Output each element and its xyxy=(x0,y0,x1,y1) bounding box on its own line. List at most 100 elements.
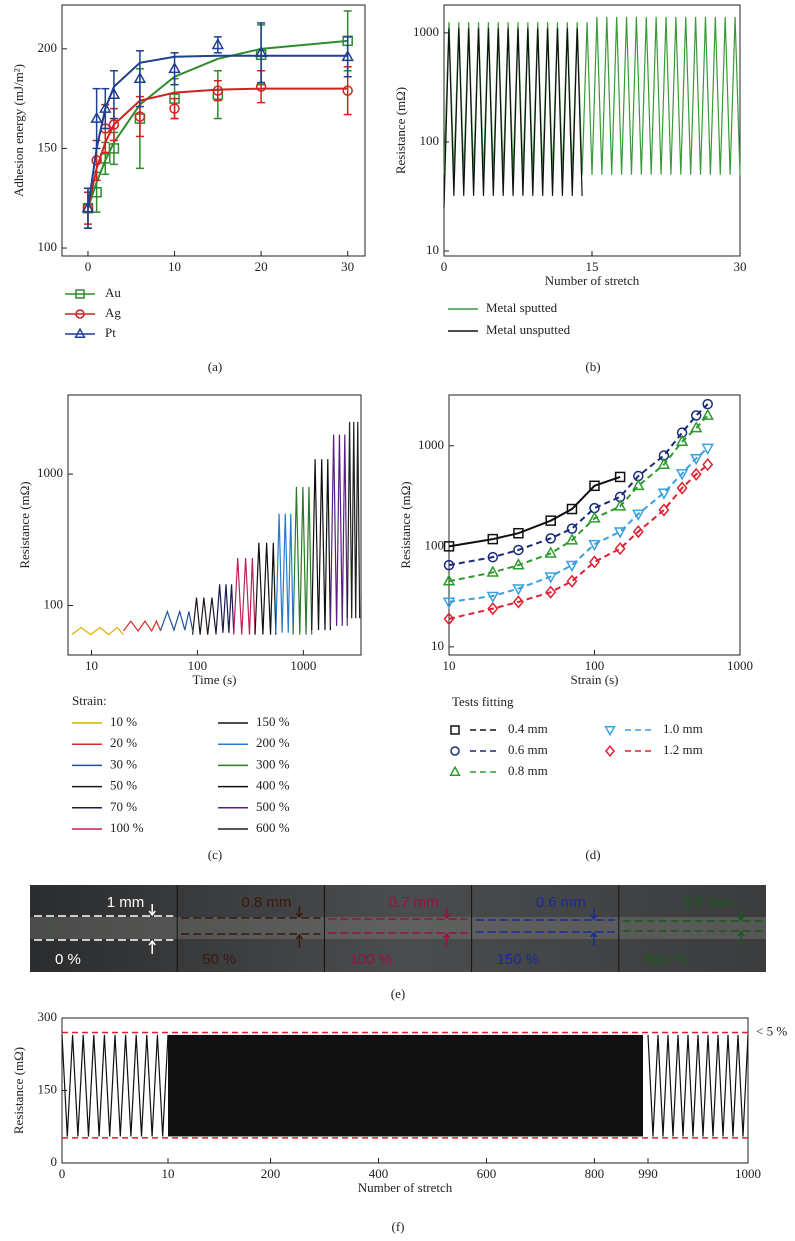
x-tick-label: 1000 xyxy=(727,658,753,673)
x-tick-label: 10 xyxy=(85,658,98,673)
y-tick-label: 300 xyxy=(38,1009,58,1024)
legend-label: 150 % xyxy=(256,714,290,729)
marker xyxy=(486,565,500,577)
legend-label: 70 % xyxy=(110,799,137,814)
y-axis-label: Adhesion energy (mJ/m²) xyxy=(11,64,26,197)
series-line xyxy=(233,557,256,635)
width-label: 0.8 mm xyxy=(241,894,291,911)
panel-caption: (c) xyxy=(208,847,222,862)
legend-label: 300 % xyxy=(256,756,290,771)
series-line xyxy=(275,513,294,633)
marker xyxy=(169,103,180,114)
marker xyxy=(486,591,500,604)
photo-band xyxy=(30,917,766,939)
x-tick-label: 100 xyxy=(188,658,208,673)
marker xyxy=(690,467,702,481)
series-line xyxy=(292,486,313,635)
fit-line xyxy=(448,447,709,603)
arrow xyxy=(443,907,451,920)
marker xyxy=(632,525,644,539)
arrow xyxy=(148,904,156,917)
marker xyxy=(442,597,456,609)
marker xyxy=(701,443,714,455)
marker xyxy=(676,481,688,495)
x-tick-label: 200 xyxy=(261,1166,281,1181)
legend-label: 20 % xyxy=(110,735,137,750)
legend-label: Metal sputted xyxy=(486,300,558,315)
fit-line xyxy=(87,39,348,209)
dense-cycles xyxy=(168,1034,643,1137)
marker xyxy=(443,541,455,552)
marker xyxy=(487,533,499,545)
y-tick-label: 1000 xyxy=(413,24,439,39)
marker xyxy=(657,488,671,500)
legend-label: 200 % xyxy=(256,735,290,750)
y-tick-label: 10 xyxy=(426,242,439,257)
panel-caption: (e) xyxy=(391,986,405,1001)
marker xyxy=(513,527,524,539)
marker xyxy=(545,533,556,544)
marker xyxy=(588,539,601,552)
marker xyxy=(512,584,525,596)
marker xyxy=(565,560,579,573)
fit-line xyxy=(448,475,621,548)
series-line xyxy=(215,584,235,633)
legend-label: 0.4 mm xyxy=(508,721,548,736)
marker xyxy=(566,503,578,515)
legend-label: 0.6 mm xyxy=(508,742,548,757)
y-tick-label: 200 xyxy=(38,40,58,55)
marker xyxy=(544,546,557,558)
marker xyxy=(254,45,268,58)
panel-caption: (a) xyxy=(208,359,222,374)
panel-caption: (d) xyxy=(585,847,600,862)
marker xyxy=(90,111,103,123)
marker xyxy=(341,49,354,62)
marker xyxy=(632,478,645,491)
marker xyxy=(75,309,85,319)
plot-frame xyxy=(67,394,362,656)
legend-label: 100 % xyxy=(110,820,144,835)
panel-caption: (f) xyxy=(392,1219,405,1234)
x-tick-label: 0 xyxy=(441,259,448,274)
y-axis-label: Resistance (mΩ) xyxy=(11,1047,26,1134)
marker xyxy=(702,398,713,410)
marker xyxy=(81,201,95,213)
marker xyxy=(545,515,556,526)
legend-label: 1.2 mm xyxy=(663,742,703,757)
legend-label: 500 % xyxy=(256,799,290,814)
x-tick-label: 990 xyxy=(638,1166,658,1181)
arrow xyxy=(590,931,598,946)
legend-title: Tests fitting xyxy=(452,694,514,709)
x-tick-label: 600 xyxy=(477,1166,497,1181)
strain-label: 0 % xyxy=(55,951,81,968)
plot-frame xyxy=(61,4,366,257)
marker xyxy=(99,101,112,113)
marker xyxy=(657,457,671,469)
x-tick-label: 1000 xyxy=(290,658,316,673)
legend-label: 0.8 mm xyxy=(508,763,548,778)
marker xyxy=(107,87,121,99)
y-axis-label: Resistance (mΩ) xyxy=(393,87,408,174)
y-tick-label: 100 xyxy=(425,537,445,552)
x-tick-label: 10 xyxy=(168,259,181,274)
marker xyxy=(75,289,85,299)
marker xyxy=(487,551,499,563)
marker xyxy=(212,85,224,96)
strain-label: 50 % xyxy=(202,951,236,968)
fit-line xyxy=(448,403,709,567)
x-tick-label: 15 xyxy=(586,259,599,274)
y-tick-label: 150 xyxy=(38,139,58,154)
y-tick-label: 100 xyxy=(38,239,58,254)
marker xyxy=(613,527,627,539)
annotation: < 5 % xyxy=(756,1023,787,1038)
legend-label: Au xyxy=(105,285,121,300)
marker xyxy=(443,612,455,626)
arrow xyxy=(148,939,156,954)
marker xyxy=(450,746,460,756)
marker xyxy=(605,745,615,757)
strain-label: 100 % xyxy=(349,951,392,968)
marker xyxy=(544,572,557,584)
fit-line xyxy=(448,463,709,620)
y-tick-label: 10 xyxy=(431,638,444,653)
x-tick-label: 10 xyxy=(162,1166,175,1181)
